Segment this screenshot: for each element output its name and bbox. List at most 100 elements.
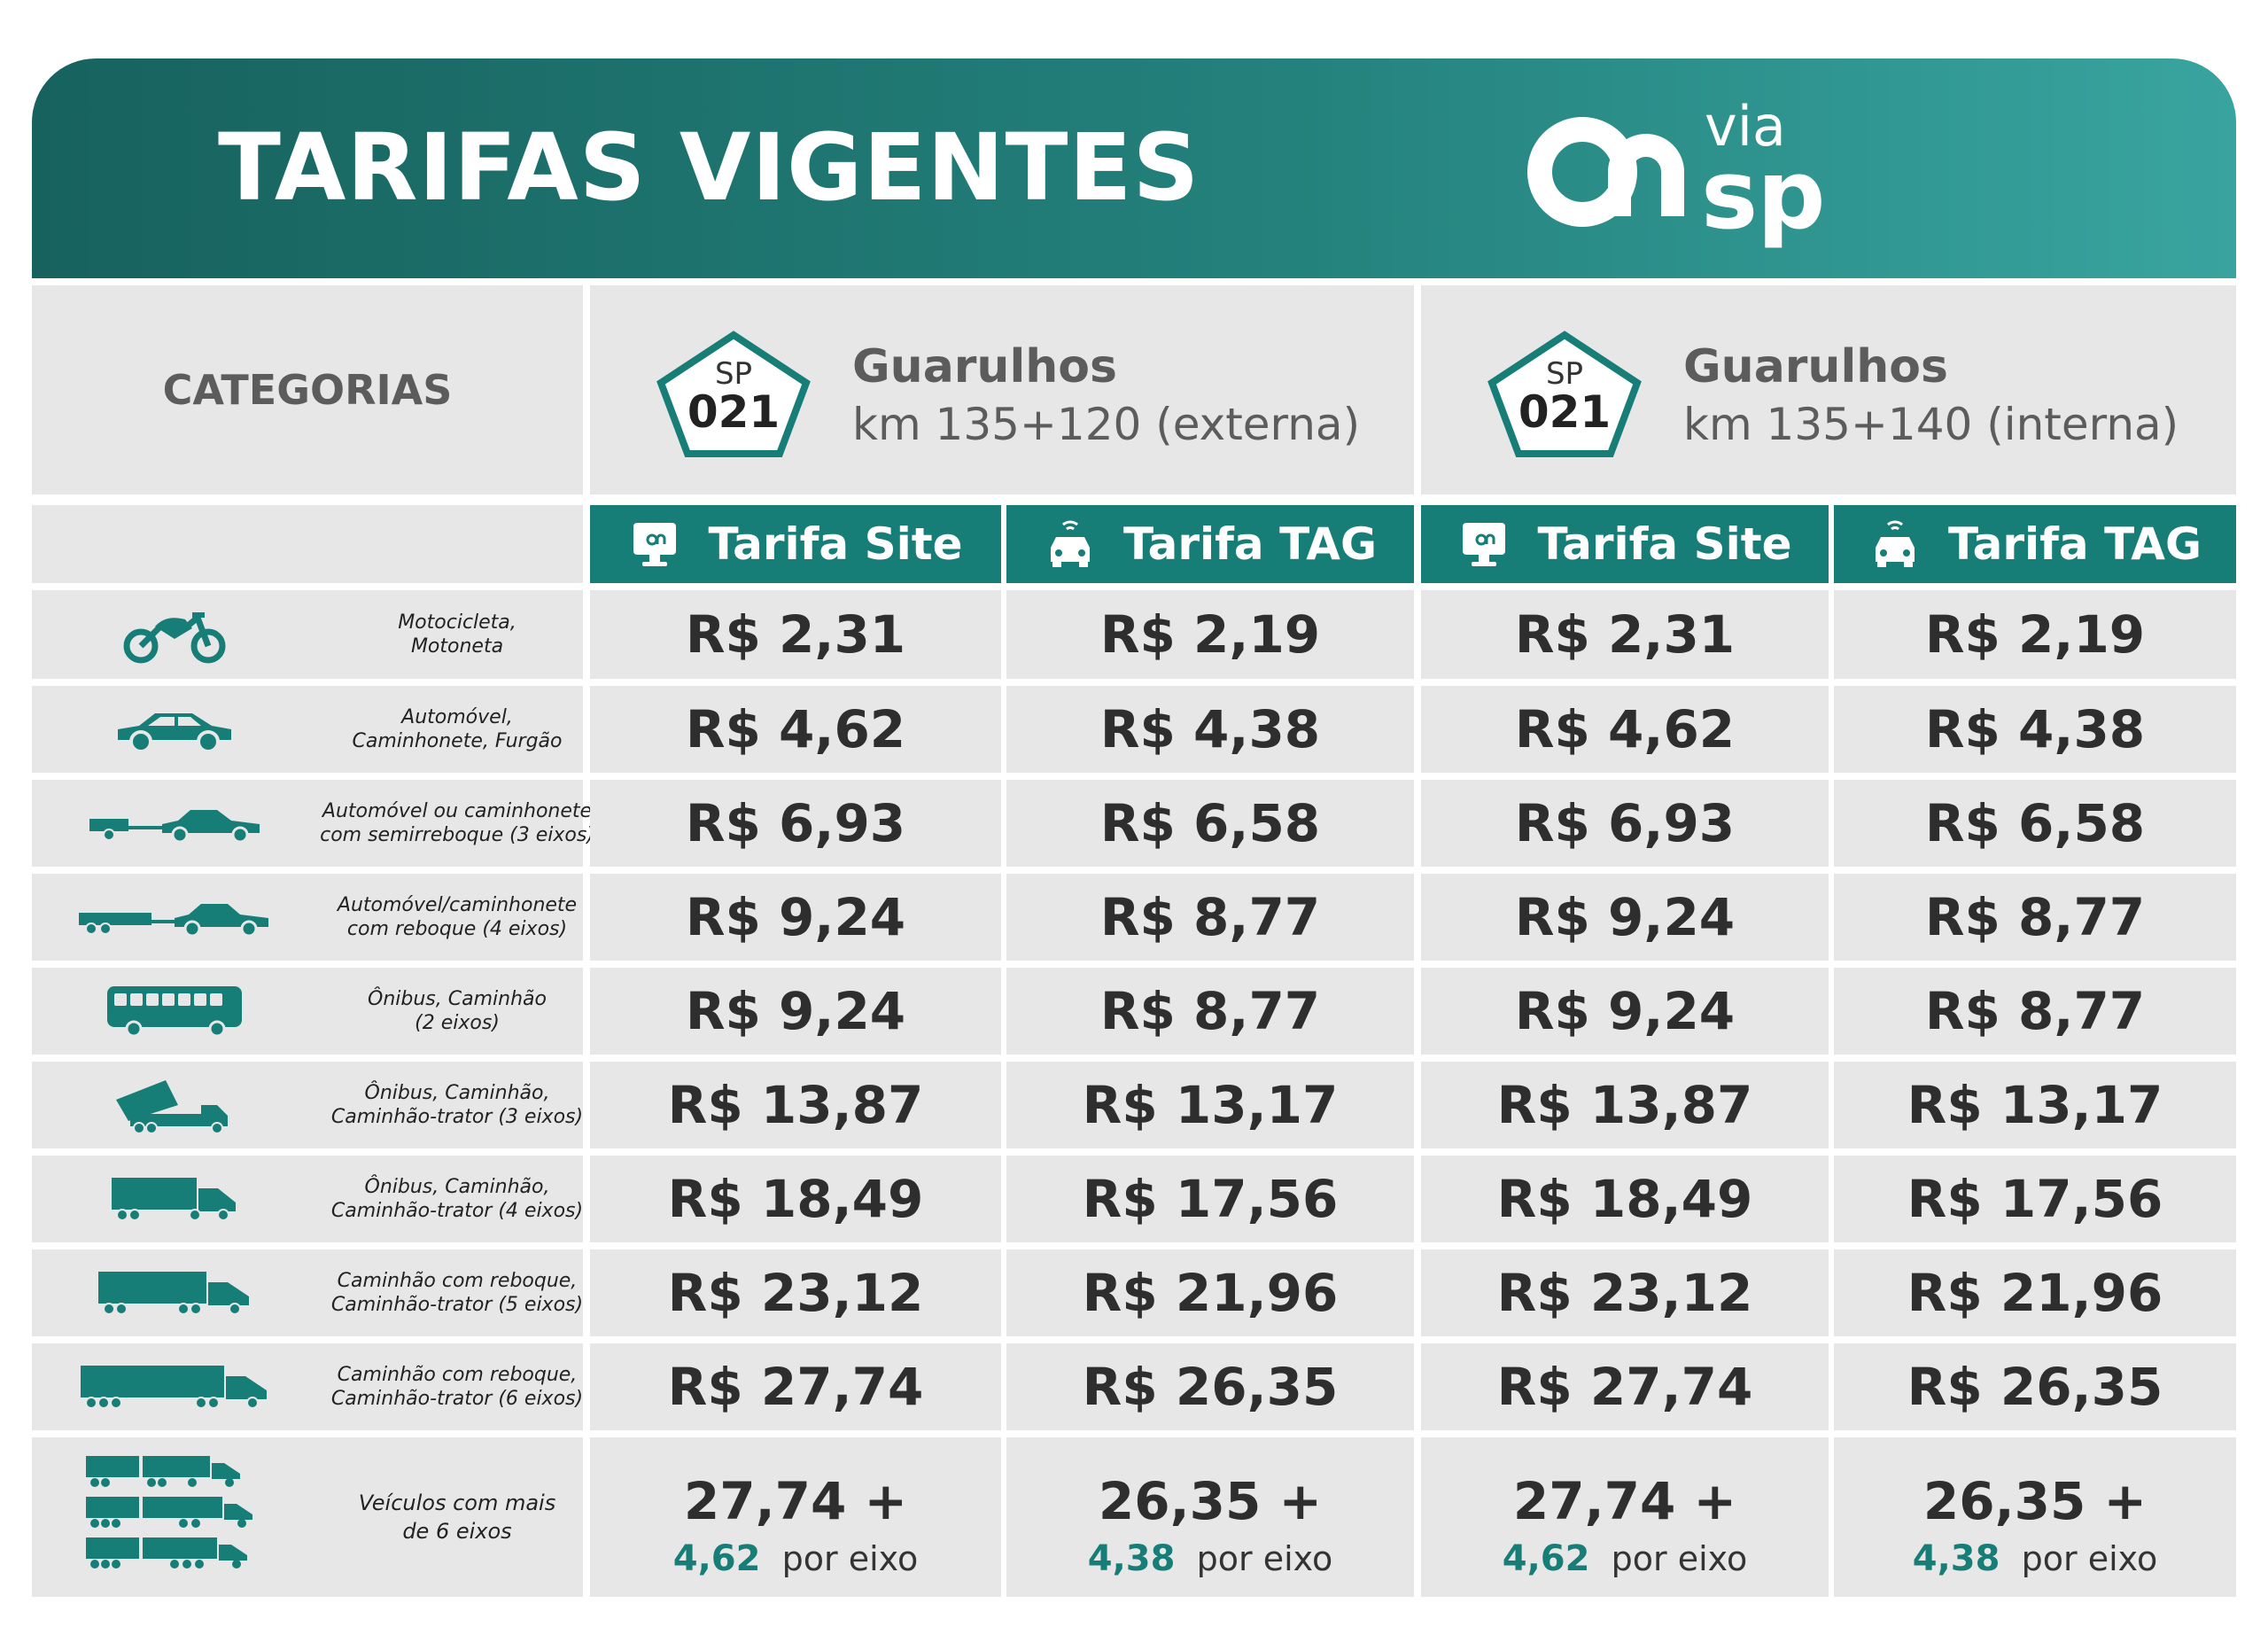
category-row-3: Automóvel ou caminhonete com semirreboque… [32, 780, 594, 867]
column-header-label: Tarifa TAG [1947, 518, 2202, 570]
plaza-city: Guarulhos [852, 340, 1117, 393]
plaza-city: Guarulhos [1683, 340, 1948, 393]
price-cell: R$ 27,74 [590, 1343, 1001, 1430]
price-cell: R$ 17,56 [1006, 1156, 1414, 1242]
category-row-8: Caminhão com reboque, Caminhão-trator (5 … [32, 1249, 583, 1336]
truck-5-axles-icon [98, 1272, 249, 1315]
per-axle-price: 4,62 por eixo [1502, 1538, 1748, 1579]
column-header-site: Tarifa Site [590, 505, 1001, 583]
road-shield-icon [1487, 331, 1642, 457]
road-shield: SP 021 [656, 330, 812, 459]
price-cell: R$ 2,31 [590, 590, 1001, 679]
category-row-6: Ônibus, Caminhão, Caminhão-trator (3 eixo… [32, 1062, 583, 1148]
price-cell: R$ 13,87 [590, 1062, 1001, 1148]
price-cell: R$ 6,93 [590, 780, 1001, 867]
plaza-header-externa: SP 021 Guarulhos km 135+120 (externa) [590, 285, 1414, 494]
extra-price-cell: 27,74 + 4,62 por eixo [1421, 1437, 1829, 1597]
price-cell: R$ 21,96 [1834, 1249, 2236, 1336]
multi-truck-icon [86, 1456, 252, 1569]
price-cell: R$ 18,49 [1421, 1156, 1829, 1242]
car-trailer-icon [79, 904, 268, 938]
price-cell: R$ 9,24 [590, 874, 1001, 961]
price-cell: R$ 2,19 [1006, 590, 1414, 679]
road-prefix: SP [1545, 356, 1584, 392]
category-label: Automóvel, Caminhonete, Furgão [352, 706, 563, 752]
category-label: Automóvel/caminhonete com reboque (4 eixo… [337, 894, 578, 940]
category-label: Motocicleta, Motoneta [398, 611, 517, 658]
category-row-10: Veículos com mais de 6 eixos [32, 1437, 583, 1597]
category-label: Caminhão com reboque, Caminhão-trator (6 … [330, 1364, 584, 1410]
price-cell: R$ 13,17 [1834, 1062, 2236, 1148]
monitor-icon [1463, 523, 1506, 566]
category-label: Ônibus, Caminhão (2 eixos) [368, 988, 547, 1034]
category-row-7: Ônibus, Caminhão, Caminhão-trator (4 eixo… [32, 1156, 583, 1242]
category-row-1: Motocicleta, Motoneta [32, 590, 583, 679]
truck-6-axles-icon [81, 1366, 267, 1409]
column-header-label: Tarifa TAG [1122, 518, 1378, 570]
price-cell: R$ 2,19 [1834, 590, 2236, 679]
price-cell: R$ 2,31 [1421, 590, 1829, 679]
dump-truck-icon [116, 1080, 228, 1134]
price-cell: R$ 21,96 [1006, 1249, 1414, 1336]
price-cell: R$ 26,35 [1834, 1343, 2236, 1430]
base-price: 26,35 + [1098, 1471, 1323, 1531]
price-cell: R$ 4,38 [1834, 686, 2236, 773]
base-price: 27,74 + [683, 1471, 908, 1531]
category-label: Veículos com mais de 6 eixos [358, 1491, 556, 1544]
category-label: Ônibus, Caminhão, Caminhão-trator (4 eixo… [330, 1176, 584, 1222]
car-semitrailer-icon [89, 810, 260, 844]
category-row-2: Automóvel, Caminhonete, Furgão [32, 686, 583, 773]
brand-logo: via sp serra [1492, 94, 2094, 362]
price-cell: R$ 8,77 [1006, 874, 1414, 961]
column-header-label: Tarifa Site [708, 518, 963, 570]
category-label: Automóvel ou caminhonete com semirreboque… [320, 800, 594, 846]
categorias-header: CATEGORIAS [32, 285, 583, 494]
car-icon [118, 713, 231, 753]
price-cell: R$ 9,24 [590, 968, 1001, 1055]
column-header-tag: Tarifa TAG [1834, 505, 2236, 583]
price-cell: R$ 27,74 [1421, 1343, 1829, 1430]
car-tag-icon [1875, 520, 1915, 567]
road-number: 021 [1518, 386, 1612, 438]
road-shield-icon [656, 331, 811, 457]
plaza-km: km 135+120 (externa) [852, 399, 1361, 450]
price-cell: R$ 18,49 [590, 1156, 1001, 1242]
empty-header-cell [32, 505, 583, 583]
price-cell: R$ 8,77 [1006, 968, 1414, 1055]
bus-icon [107, 986, 242, 1038]
per-axle-price: 4,38 por eixo [1087, 1538, 1333, 1579]
column-header-label: Tarifa Site [1537, 518, 1792, 570]
plaza-header-interna: SP 021 Guarulhos km 135+140 (interna) [1421, 285, 2236, 494]
price-cell: R$ 8,77 [1834, 968, 2236, 1055]
extra-price-cell: 26,35 + 4,38 por eixo [1006, 1437, 1414, 1597]
road-shield: SP 021 [1487, 330, 1643, 459]
category-label: Ônibus, Caminhão, Caminhão-trator (3 eixo… [330, 1082, 584, 1128]
monitor-icon [633, 523, 677, 566]
column-header-site: Tarifa Site [1421, 505, 1829, 583]
column-header-tag: Tarifa TAG [1006, 505, 1414, 583]
base-price: 26,35 + [1922, 1471, 2148, 1531]
category-label: Caminhão com reboque, Caminhão-trator (5 … [330, 1270, 584, 1316]
truck-4-axles-icon [112, 1178, 236, 1221]
motorcycle-icon [123, 612, 226, 664]
category-row-9: Caminhão com reboque, Caminhão-trator (6 … [32, 1343, 583, 1430]
price-cell: R$ 26,35 [1006, 1343, 1414, 1430]
price-cell: R$ 6,93 [1421, 780, 1829, 867]
price-cell: R$ 13,87 [1421, 1062, 1829, 1148]
price-cell: R$ 23,12 [1421, 1249, 1829, 1336]
price-cell: R$ 4,62 [590, 686, 1001, 773]
price-cell: R$ 23,12 [590, 1249, 1001, 1336]
logo-via-text: via [1705, 94, 1786, 159]
road-number: 021 [687, 386, 781, 438]
price-cell: R$ 8,77 [1834, 874, 2236, 961]
per-axle-price: 4,38 por eixo [1912, 1538, 2158, 1579]
category-row-4: Automóvel/caminhonete com reboque (4 eixo… [32, 874, 583, 961]
logo-mark-icon [1527, 117, 1684, 227]
price-cell: R$ 9,24 [1421, 874, 1829, 961]
price-cell: R$ 4,62 [1421, 686, 1829, 773]
price-cell: R$ 13,17 [1006, 1062, 1414, 1148]
extra-price-cell: 26,35 + 4,38 por eixo [1834, 1437, 2236, 1597]
price-cell: R$ 6,58 [1006, 780, 1414, 867]
categorias-label: CATEGORIAS [162, 366, 453, 414]
header-banner: TARIFAS VIGENTES via sp serra [32, 58, 2236, 362]
